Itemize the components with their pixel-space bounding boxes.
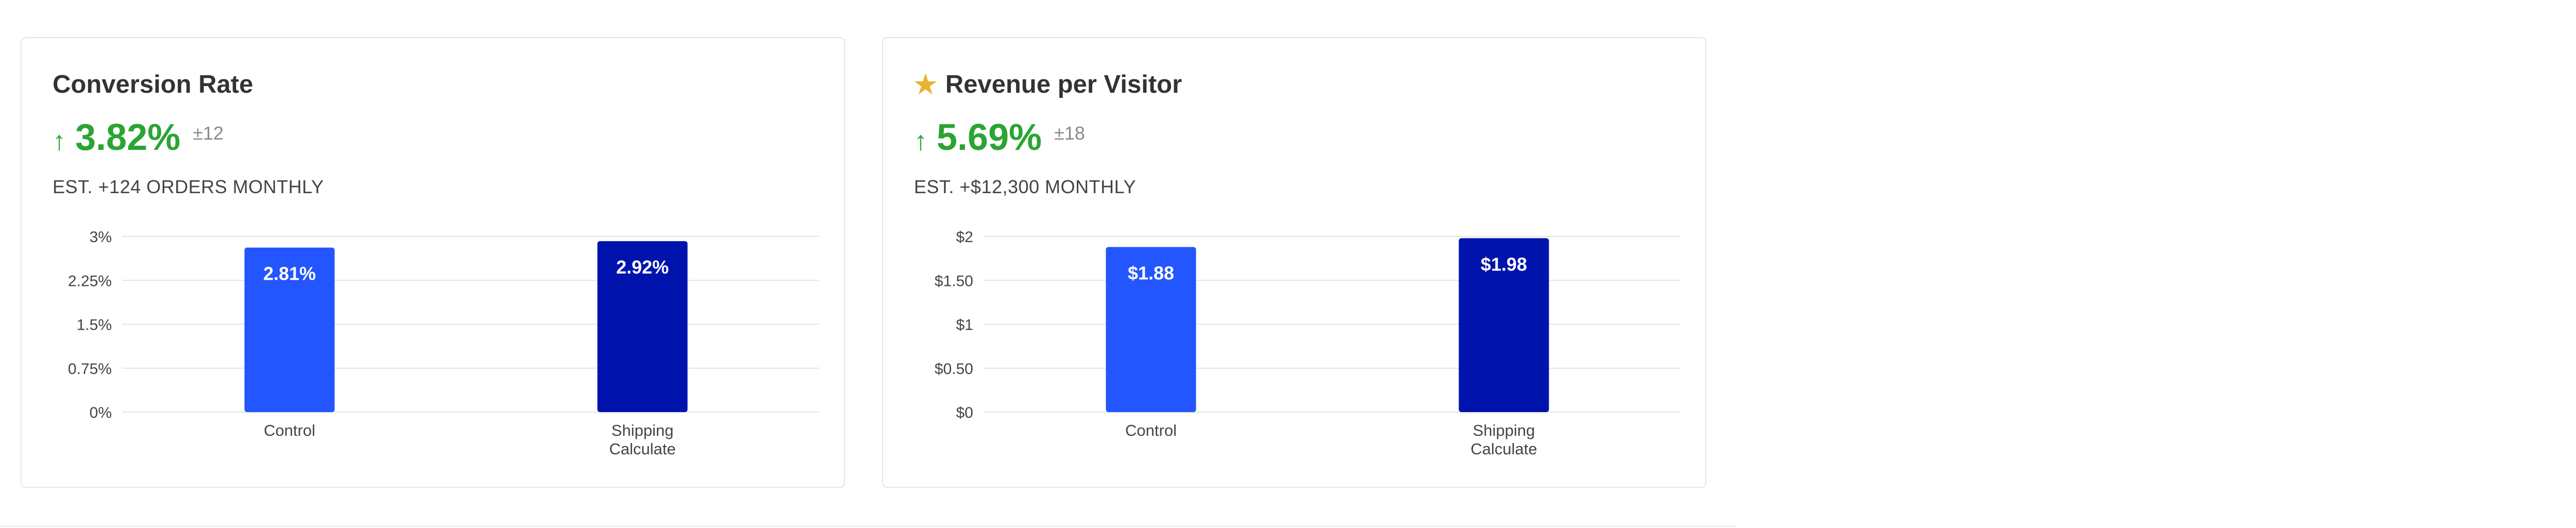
y-tick-label: 1.5%	[77, 317, 112, 334]
data-label: $1.88	[1128, 262, 1174, 283]
x-tick-label: Control	[1125, 421, 1177, 439]
y-tick-label: $1	[956, 317, 973, 334]
bar	[1106, 247, 1196, 412]
y-tick-label: 2.25%	[68, 272, 112, 289]
x-tick-label-line: Control	[1125, 421, 1177, 439]
lift-metric: ↑ 5.69% ±18	[914, 116, 1085, 159]
lift-metric: ↑ 3.82% ±12	[53, 116, 224, 159]
data-label: 2.81%	[263, 263, 316, 284]
revenue-per-visitor-card: ★ Revenue per Visitor ↑ 5.69% ±18 EST. +…	[882, 37, 1706, 488]
lift-margin: ±12	[193, 123, 224, 144]
estimate-text: EST. +$12,300 MONTHLY	[914, 176, 1137, 197]
x-tick-label-line: Calculate	[609, 440, 675, 458]
lift-value: 5.69%	[937, 117, 1042, 158]
x-tick-label-line: Shipping	[1473, 421, 1535, 439]
bar	[244, 247, 335, 412]
x-tick-label-line: Calculate	[1470, 440, 1537, 458]
conversion-rate-title: Conversion Rate	[53, 71, 253, 98]
y-tick-label: $0.50	[935, 361, 973, 378]
arrow-up-icon: ↑	[914, 126, 927, 156]
y-tick-label: 3%	[90, 229, 112, 246]
y-tick-label: $2	[956, 229, 973, 246]
data-label: $1.98	[1481, 253, 1527, 275]
lift-value: 3.82%	[75, 117, 181, 158]
conversion-rate-chart: 0% 0.75% 1.5% 2.25% 3% 2.81% Control 2.92% Shipp…	[68, 229, 819, 458]
card-title: Conversion Rate	[53, 70, 253, 99]
divider	[0, 525, 1736, 527]
x-tick-label-line: Shipping	[612, 421, 674, 439]
x-tick-label: Control	[264, 421, 315, 439]
conversion-rate-card: Conversion Rate ↑ 3.82% ±12 EST. +124 OR…	[21, 37, 845, 488]
x-tick-label: Shipping Calculate	[609, 421, 675, 458]
bar	[1459, 238, 1549, 412]
y-tick-label: $1.50	[935, 272, 973, 289]
revenue-per-visitor-chart: $0 $0.50 $1 $1.50 $2 $1.88 Control $1.98 Shippin…	[935, 229, 1681, 458]
star-icon[interactable]: ★	[914, 70, 937, 99]
y-tick-label: $0	[956, 404, 973, 421]
arrow-up-icon: ↑	[53, 126, 66, 156]
x-tick-label: Shipping Calculate	[1470, 421, 1537, 458]
data-label: 2.92%	[616, 257, 669, 278]
lift-margin: ±18	[1054, 123, 1085, 144]
y-tick-label: 0.75%	[68, 361, 112, 378]
revenue-per-visitor-title: Revenue per Visitor	[945, 71, 1182, 98]
x-tick-label-line: Control	[264, 421, 315, 439]
estimate-text: EST. +124 ORDERS MONTHLY	[53, 176, 324, 197]
y-tick-label: 0%	[90, 404, 112, 421]
bar	[597, 241, 688, 412]
card-title: ★ Revenue per Visitor	[914, 70, 1182, 99]
